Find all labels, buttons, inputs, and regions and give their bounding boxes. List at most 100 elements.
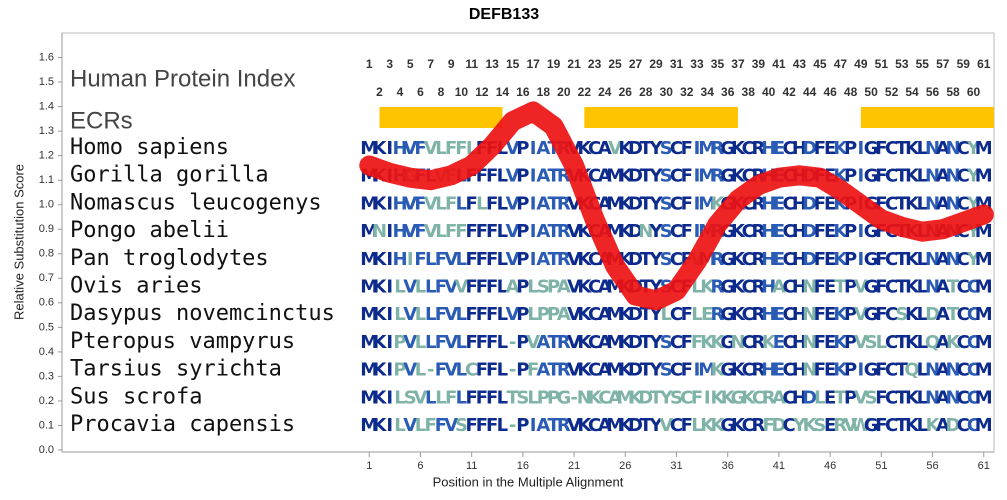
x-tick-label: 36 — [722, 460, 734, 472]
residue: V — [403, 332, 417, 353]
residue: A — [598, 138, 612, 159]
index-number: 1 — [366, 57, 373, 71]
residue: C — [588, 249, 601, 270]
residue: G — [731, 387, 746, 408]
residue: M — [975, 415, 993, 436]
residue: L — [497, 304, 508, 325]
residue: A — [536, 221, 550, 242]
x-tick-label: 51 — [875, 460, 887, 472]
residue: V — [854, 277, 868, 298]
residue: A — [772, 277, 786, 298]
residue: I — [386, 277, 393, 298]
residue: F — [455, 221, 467, 242]
residue: L — [435, 221, 446, 242]
residue: L — [394, 415, 405, 436]
residue: E — [824, 193, 836, 214]
residue: I — [386, 193, 393, 214]
residue: C — [783, 360, 796, 381]
residue: F — [875, 387, 887, 408]
species-name: Procavia capensis — [70, 412, 295, 437]
residue: D — [628, 415, 643, 436]
residue: G — [864, 138, 879, 159]
residue: G — [864, 249, 879, 270]
residue: K — [926, 415, 941, 436]
residue: L — [476, 193, 487, 214]
residue: G — [720, 277, 735, 298]
residue: H — [761, 193, 776, 214]
residue: G — [556, 387, 571, 408]
residue: C — [885, 193, 898, 214]
residue: L — [917, 360, 928, 381]
residue: T — [896, 360, 909, 381]
residue: C — [957, 249, 970, 270]
y-tick-label: 1.6 — [39, 51, 54, 63]
residue: R — [557, 249, 571, 270]
residue: V — [567, 249, 581, 270]
residue: M — [360, 387, 378, 408]
residue: I — [858, 360, 865, 381]
residue: W — [851, 415, 871, 436]
residue: A — [936, 415, 950, 436]
residue: K — [803, 415, 818, 436]
residue: P — [516, 415, 529, 436]
residue: K — [833, 221, 848, 242]
residue: V — [506, 138, 520, 159]
residue: C — [742, 415, 755, 436]
residue: D — [628, 166, 643, 187]
residue: K — [618, 166, 633, 187]
residue: F — [435, 304, 447, 325]
residue: I — [694, 193, 701, 214]
residue: L — [527, 277, 538, 298]
y-tick-label: 1.0 — [39, 199, 54, 211]
residue: K — [833, 360, 848, 381]
residue: K — [588, 387, 603, 408]
index-number: 19 — [547, 57, 561, 71]
residue: K — [731, 277, 746, 298]
residue: G — [864, 166, 879, 187]
index-number: 22 — [578, 85, 592, 99]
residue: A — [536, 193, 550, 214]
residue: F — [681, 360, 693, 381]
residue: M — [975, 304, 993, 325]
residue: N — [925, 387, 940, 408]
residue: K — [731, 415, 746, 436]
residue: M — [360, 304, 378, 325]
residue: F — [466, 193, 478, 214]
residue: P — [844, 332, 857, 353]
residue: C — [967, 304, 980, 325]
index-number: 16 — [516, 85, 530, 99]
residue: M — [360, 332, 378, 353]
residue: H — [792, 277, 807, 298]
residue: T — [547, 193, 560, 214]
residue: G — [720, 360, 735, 381]
residue: D — [628, 332, 643, 353]
residue: C — [670, 332, 683, 353]
residue: L — [415, 304, 426, 325]
residue: I — [530, 193, 537, 214]
residue: K — [905, 332, 920, 353]
residue: A — [598, 277, 612, 298]
residue: F — [814, 360, 826, 381]
residue: L — [394, 387, 405, 408]
residue: R — [711, 304, 725, 325]
index-number: 50 — [864, 85, 878, 99]
residue: H — [792, 387, 807, 408]
residue: F — [445, 221, 457, 242]
chart-title: DEFB133 — [469, 6, 539, 23]
residue: R — [711, 277, 725, 298]
residue: P — [547, 277, 560, 298]
index-number: 33 — [690, 57, 704, 71]
index-number: 58 — [946, 85, 960, 99]
species-name: Dasypus novemcinctus — [70, 301, 335, 326]
residue: H — [761, 138, 776, 159]
index-number: 56 — [926, 85, 940, 99]
residue: L — [917, 277, 928, 298]
residue: L — [415, 360, 426, 381]
index-number: 8 — [438, 85, 445, 99]
residue: I — [530, 249, 537, 270]
residue: K — [905, 249, 920, 270]
residue: C — [957, 387, 970, 408]
residue: F — [681, 332, 693, 353]
residue: C — [967, 387, 980, 408]
residue: M — [975, 138, 993, 159]
